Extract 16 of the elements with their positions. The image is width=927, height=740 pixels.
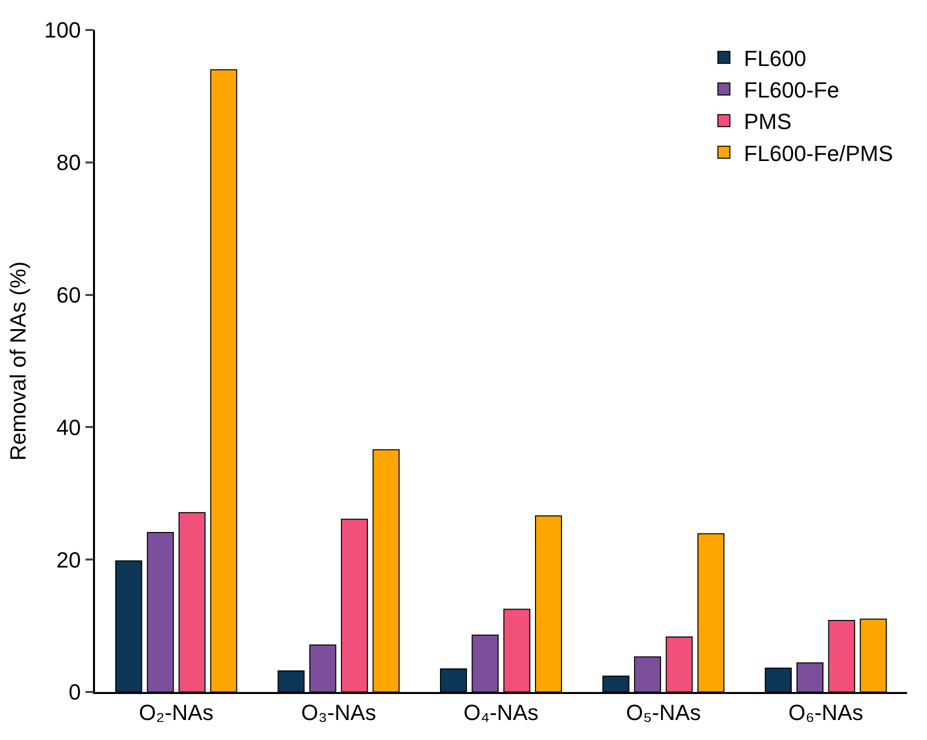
y-tick-label: 80: [56, 150, 81, 176]
x-tick-label: O₃-NAs: [301, 700, 376, 726]
y-tick-label: 100: [44, 18, 81, 43]
legend-label: PMS: [744, 109, 792, 134]
legend-label: FL600-Fe/PMS: [744, 140, 894, 166]
y-tick-label: 40: [56, 414, 81, 440]
y-tick-label: 0: [68, 680, 81, 705]
y-axis-title: Removal of NAs (%): [5, 261, 30, 461]
legend-label: FL600: [744, 46, 806, 71]
y-tick-label: 60: [56, 282, 81, 308]
x-tick-label: O₂-NAs: [138, 700, 214, 726]
legend-label: FL600-Fe: [744, 78, 840, 103]
x-tick-label: O₆-NAs: [788, 700, 864, 726]
x-tick-label: O₄-NAs: [464, 700, 538, 726]
x-tick-label: O₅-NAs: [626, 700, 701, 726]
y-tick-label: 20: [56, 547, 81, 572]
